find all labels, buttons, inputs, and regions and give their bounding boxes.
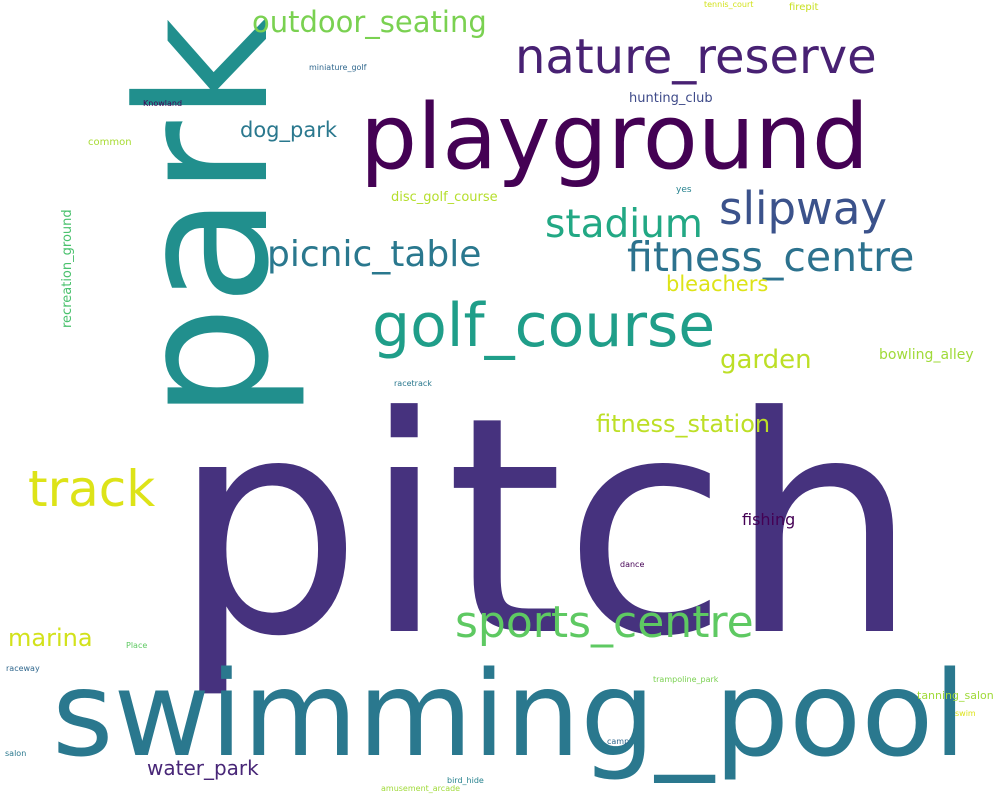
word-nature-reserve: nature_reserve (515, 33, 877, 81)
word-recreation-ground: recreation_ground (61, 209, 74, 328)
word-sports-centre: sports_centre (455, 601, 754, 645)
word-marina: marina (8, 626, 93, 650)
word-outdoor-seating: outdoor_seating (252, 8, 487, 37)
word-garden: garden (720, 347, 812, 373)
word-place: Place (126, 642, 147, 650)
word-yes: yes (676, 186, 692, 195)
word-slipway: slipway (719, 186, 887, 231)
word-tennis-court: tennis_court (704, 1, 753, 9)
word-bleachers: bleachers (666, 274, 768, 295)
word-water-park: water_park (147, 758, 259, 778)
word-bowling-alley: bowling_alley (879, 348, 974, 362)
word-salon: salon (5, 750, 26, 758)
word-amusement-arcade: amusement_arcade (381, 785, 460, 793)
word-firepit: firepit (789, 3, 818, 13)
word-dog-park: dog_park (240, 120, 337, 141)
word-raceway: raceway (6, 665, 40, 673)
word-common: common (88, 138, 132, 148)
word-dance: dance (620, 561, 644, 569)
word-playground: playground (360, 93, 869, 183)
word-tanning-salon: tanning_salon (917, 690, 994, 701)
word-camp: camp (607, 738, 629, 746)
word-golf-course: golf_course (372, 296, 715, 356)
word-fitness-station: fitness_station (596, 412, 770, 436)
word-racetrack: racetrack (394, 380, 432, 388)
word-picnic-table: picnic_table (267, 237, 481, 273)
word-fishing: fishing (742, 512, 795, 528)
word-trampoline-park: trampoline_park (653, 676, 718, 684)
word-hunting-club: hunting_club (629, 92, 713, 105)
word-knowland: Knowland (143, 100, 182, 108)
word-miniature-golf: miniature_golf (309, 64, 366, 72)
word-disc-golf-course: disc_golf_course (391, 191, 498, 204)
word-park: park (115, 17, 295, 420)
word-stadium: stadium (545, 205, 703, 244)
word-swim: swim (955, 710, 976, 718)
word-track: track (28, 464, 155, 514)
